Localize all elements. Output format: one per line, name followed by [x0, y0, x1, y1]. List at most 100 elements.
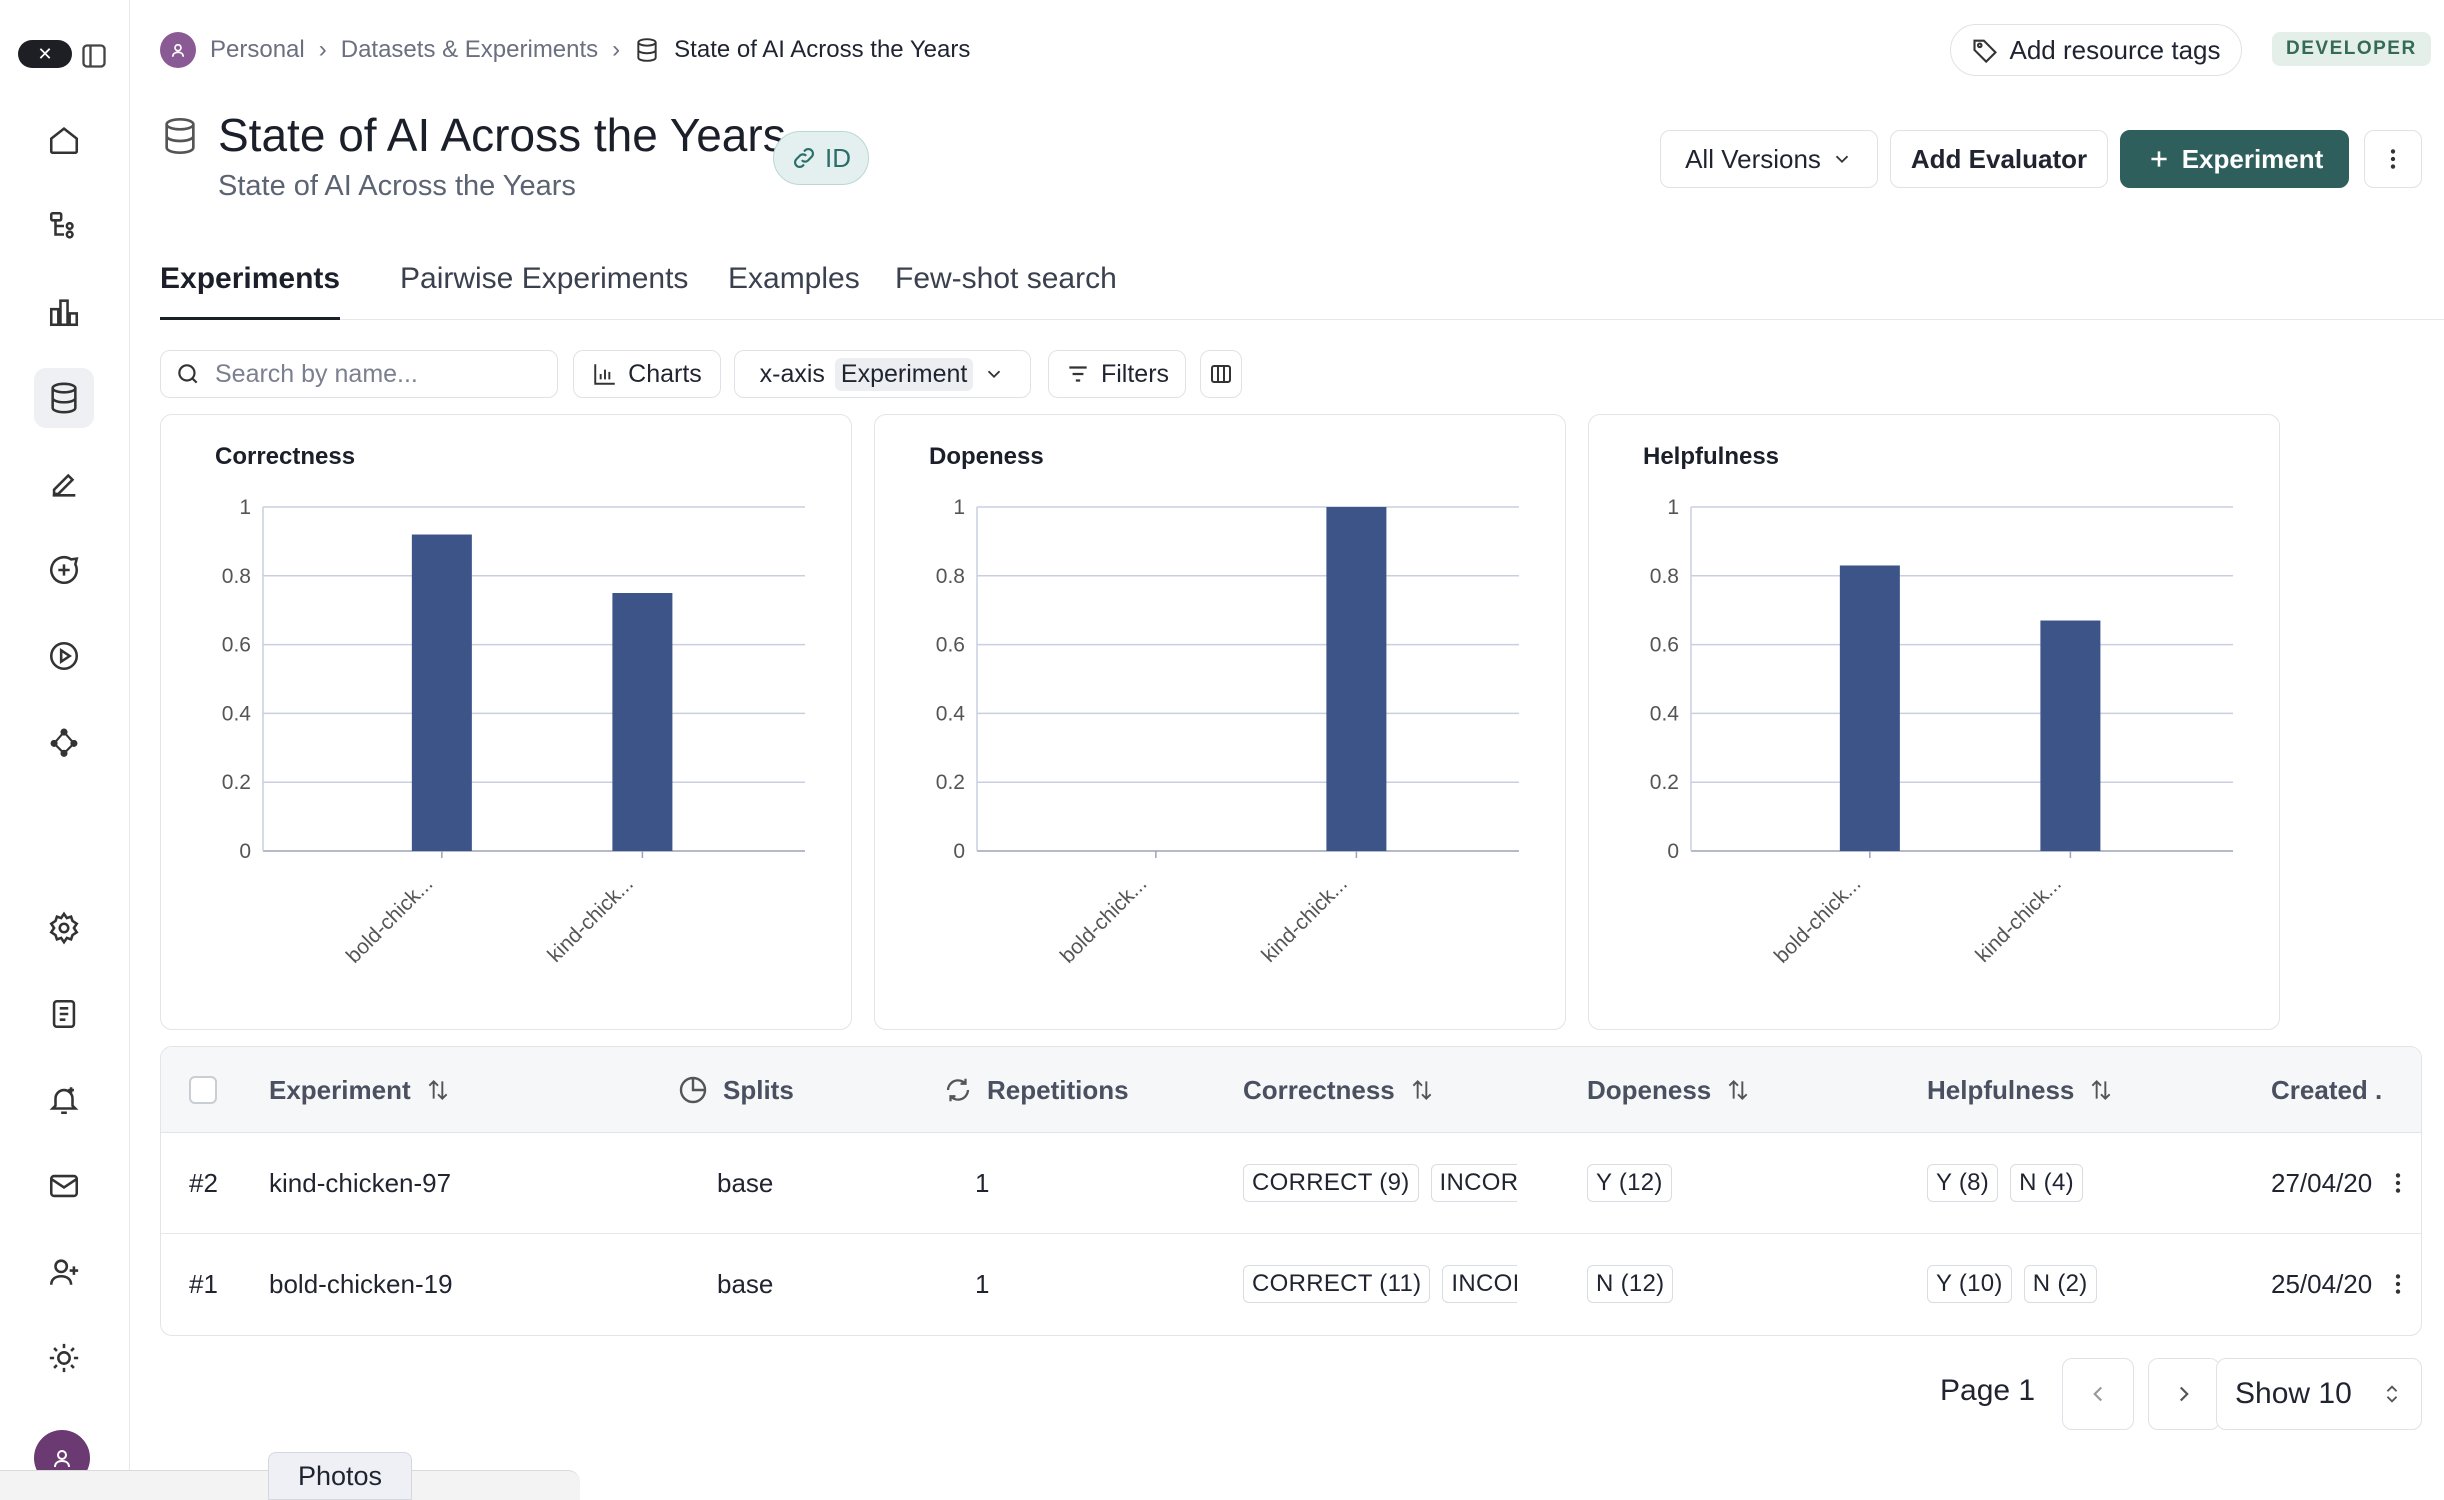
new-experiment-button[interactable]: Experiment	[2120, 130, 2349, 188]
bar	[1839, 565, 1900, 851]
x-axis-selector[interactable]: x-axis Experiment	[734, 350, 1031, 398]
row-experiment-name[interactable]: kind-chicken-97	[269, 1167, 452, 1198]
sort-icon	[1412, 1079, 1432, 1101]
projects-tree-icon[interactable]	[34, 196, 94, 256]
next-page-button[interactable]	[2148, 1358, 2220, 1430]
add-resource-tags-label: Add resource tags	[2009, 34, 2221, 65]
pie-icon	[679, 1076, 707, 1104]
add-evaluator-button[interactable]: Add Evaluator	[1890, 130, 2108, 188]
add-user-icon[interactable]	[34, 1242, 94, 1302]
tab-experiments[interactable]: Experiments	[160, 262, 341, 320]
x-tick-label: bold-chick...	[342, 872, 437, 967]
dataset-icon	[637, 38, 657, 62]
add-resource-tags-button[interactable]: Add resource tags	[1950, 24, 2242, 76]
search-input[interactable]	[215, 359, 535, 389]
header-correctness[interactable]: Correctness	[1243, 1047, 1435, 1133]
y-tick-label: 0	[239, 840, 251, 863]
header-dopeness-label: Dopeness	[1587, 1074, 1712, 1105]
y-tick-label: 0.8	[1650, 565, 1679, 588]
datasets-icon[interactable]	[34, 368, 94, 428]
dataset-icon	[160, 116, 200, 161]
helpfulness-tag: Y (10)	[1927, 1265, 2012, 1303]
copy-id-button[interactable]: ID	[773, 131, 869, 185]
dopeness-tag: N (12)	[1587, 1265, 1674, 1303]
home-icon[interactable]	[34, 110, 94, 170]
bar	[2040, 620, 2101, 851]
tab-examples[interactable]: Examples	[728, 262, 860, 295]
x-axis-value: Experiment	[834, 357, 974, 391]
mail-icon[interactable]	[34, 1156, 94, 1216]
prompts-chat-icon[interactable]	[34, 540, 94, 600]
theme-sun-icon[interactable]	[34, 1328, 94, 1388]
experiments-table: Experiment Splits Repetitions Correctnes…	[160, 1046, 2422, 1336]
sidebar-collapse-icon[interactable]	[80, 42, 108, 75]
sort-icon	[2092, 1079, 2111, 1101]
chart-svg: 0 0.2 0.4 0.6 0.8 1 bold-chick... kind-chick...	[1650, 496, 2233, 968]
deployments-graph-icon[interactable]	[34, 712, 94, 772]
filters-button[interactable]: Filters	[1048, 350, 1186, 398]
y-tick-label: 0.4	[222, 702, 252, 725]
row-repetitions: 1	[975, 1268, 990, 1299]
row-more-icon[interactable]	[2385, 1234, 2411, 1334]
photos-tooltip: Photos	[268, 1452, 412, 1500]
breadcrumb-current: State of AI Across the Years	[674, 36, 971, 63]
page-indicator: Page 1	[1940, 1374, 2036, 1407]
chevron-right-icon: ›	[612, 36, 621, 63]
y-tick-label: 1	[239, 496, 251, 519]
prev-page-button[interactable]	[2062, 1358, 2134, 1430]
tab-few-shot-search[interactable]: Few-shot search	[895, 262, 1117, 295]
filter-icon	[1069, 366, 1087, 382]
refresh-icon	[946, 1078, 970, 1102]
table-row[interactable]: #1 bold-chicken-19 base 1 CORRECT (11) I…	[161, 1234, 2421, 1335]
helpfulness-tag: Y (8)	[1927, 1164, 1999, 1202]
y-tick-label: 0	[1667, 840, 1679, 863]
chart-card-helpfulness: Helpfulness 0 0.2 0.4 0.6 0.8 1 bold-chick... k…	[1588, 414, 2280, 1030]
header-helpfulness[interactable]: Helpfulness	[1927, 1047, 2114, 1133]
y-tick-label: 0.6	[936, 634, 965, 657]
link-icon	[794, 148, 814, 168]
dashboards-icon[interactable]	[34, 282, 94, 342]
bar	[1326, 507, 1387, 851]
chart-title: Dopeness	[929, 443, 1044, 470]
page-title: State of AI Across the Years	[218, 109, 786, 161]
row-number: #2	[189, 1167, 218, 1198]
chart-svg: 0 0.2 0.4 0.6 0.8 1 bold-chick... kind-chick...	[936, 496, 1519, 968]
table-row[interactable]: #2 kind-chicken-97 base 1 CORRECT (9) IN…	[161, 1133, 2421, 1234]
y-tick-label: 1	[1667, 496, 1679, 519]
bar	[411, 534, 472, 851]
chart-icon	[594, 364, 615, 385]
search-box	[160, 350, 558, 398]
charts-button[interactable]: Charts	[573, 350, 721, 398]
annotation-pen-icon[interactable]	[34, 454, 94, 514]
tab-pairwise-experiments[interactable]: Pairwise Experiments	[400, 262, 689, 295]
playground-play-icon[interactable]	[34, 626, 94, 686]
row-experiment-name[interactable]: bold-chicken-19	[269, 1268, 453, 1299]
header-splits-label: Splits	[723, 1074, 794, 1105]
header-experiment[interactable]: Experiment	[269, 1047, 451, 1133]
main-content: Personal › Datasets & Experiments › Stat…	[130, 0, 2444, 1500]
more-options-button[interactable]	[2364, 130, 2422, 188]
chart-title: Correctness	[215, 443, 356, 470]
app-logo[interactable]: ✕	[18, 40, 72, 68]
header-repetitions: Repetitions	[943, 1047, 1129, 1133]
helpfulness-tag: N (4)	[2010, 1164, 2083, 1202]
y-tick-label: 0	[953, 840, 965, 863]
versions-dropdown[interactable]: All Versions	[1660, 130, 1878, 188]
page-size-select[interactable]: Show 10	[2216, 1358, 2422, 1430]
row-more-icon[interactable]	[2385, 1133, 2411, 1233]
charts-label: Charts	[628, 359, 702, 388]
select-all-checkbox[interactable]	[189, 1047, 217, 1133]
y-tick-label: 0.4	[936, 702, 966, 725]
header-dopeness[interactable]: Dopeness	[1587, 1047, 1751, 1133]
settings-gear-icon[interactable]	[34, 898, 94, 958]
breadcrumb-section[interactable]: Datasets & Experiments	[340, 36, 599, 63]
notifications-bell-icon[interactable]	[34, 1070, 94, 1130]
row-split: base	[717, 1167, 774, 1198]
row-correctness: CORRECT (9) INCORI	[1243, 1133, 1517, 1233]
docs-icon[interactable]	[34, 984, 94, 1044]
breadcrumb-workspace[interactable]: Personal	[210, 36, 305, 63]
bar	[612, 593, 673, 851]
row-repetitions: 1	[975, 1167, 990, 1198]
header-created[interactable]: Created .	[2271, 1074, 2381, 1105]
columns-button[interactable]	[1200, 350, 1242, 398]
